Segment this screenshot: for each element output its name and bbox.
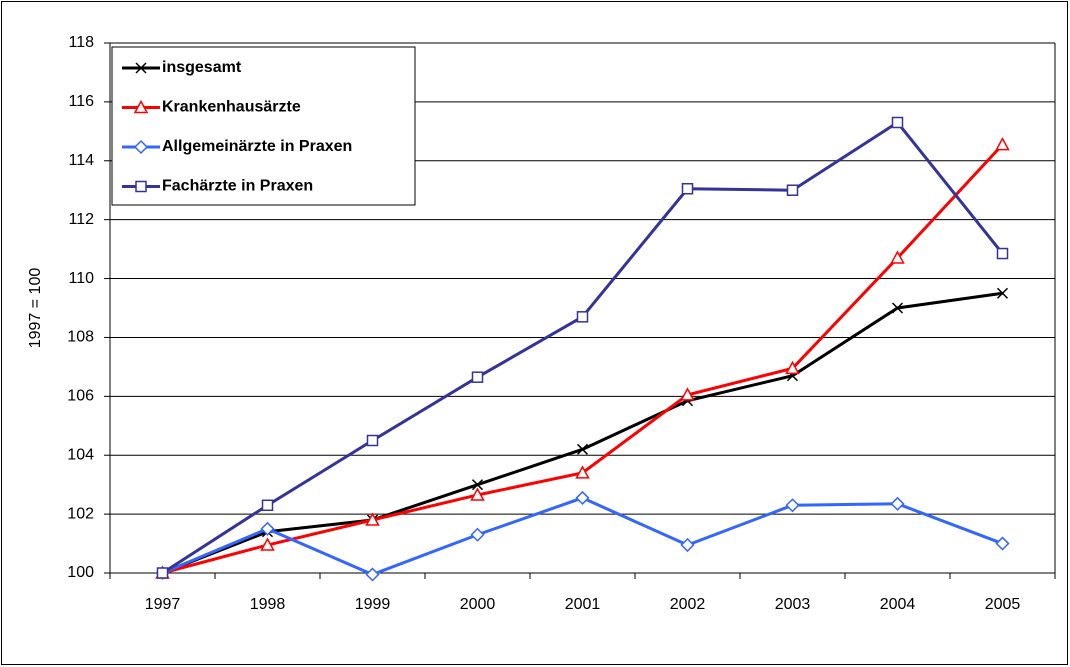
marker [576, 443, 589, 455]
marker [365, 512, 380, 526]
marker [995, 137, 1010, 151]
marker [156, 567, 169, 579]
marker [786, 184, 799, 196]
legend-label: insgesamt [162, 59, 242, 76]
legend-label: Allgemeinärzte in Praxen [162, 138, 352, 155]
marker [681, 183, 694, 195]
marker [470, 487, 485, 501]
x-tick-label: 2004 [880, 596, 916, 613]
marker [133, 139, 149, 155]
marker [891, 302, 904, 314]
marker [680, 387, 695, 401]
marker [576, 311, 589, 323]
y-tick-label: 116 [68, 93, 94, 110]
marker [470, 527, 485, 542]
legend-label: Krankenhausärzte [162, 99, 301, 116]
y-tick-label: 112 [68, 211, 94, 228]
marker [891, 116, 904, 129]
marker [260, 537, 275, 551]
marker [471, 371, 484, 383]
y-tick-label: 114 [68, 152, 94, 169]
marker [365, 567, 380, 582]
y-tick-label: 108 [67, 329, 94, 346]
legend-box [111, 46, 416, 206]
y-tick-label: 110 [68, 270, 94, 287]
marker [135, 62, 147, 74]
marker [261, 499, 274, 512]
x-tick-label: 2002 [670, 596, 706, 613]
y-tick-label: 104 [67, 446, 94, 463]
y-tick-label: 102 [67, 505, 94, 522]
marker [996, 287, 1009, 299]
y-tick-label: 100 [67, 564, 94, 581]
x-tick-label: 1999 [355, 596, 391, 613]
x-tick-label: 2003 [775, 596, 811, 613]
marker [471, 479, 484, 491]
legend-label: Fachärzte in Praxen [162, 178, 313, 195]
y-axis-label: 1997 = 100 [27, 268, 44, 349]
x-tick-label: 2001 [565, 596, 601, 613]
marker [260, 521, 275, 536]
marker [133, 99, 149, 114]
marker [785, 360, 800, 375]
marker [890, 250, 905, 264]
marker [366, 434, 379, 447]
y-tick-label: 106 [67, 388, 94, 405]
x-tick-label: 1998 [250, 596, 286, 613]
marker [890, 496, 905, 511]
x-tick-label: 2000 [460, 596, 496, 613]
marker [785, 498, 800, 513]
marker [575, 465, 590, 479]
marker [135, 180, 147, 193]
y-tick-label: 118 [68, 34, 94, 51]
x-tick-label: 1997 [145, 596, 181, 613]
marker [575, 490, 590, 505]
marker [995, 536, 1010, 551]
x-tick-label: 2005 [985, 596, 1021, 613]
marker [680, 537, 695, 553]
marker [996, 247, 1009, 260]
